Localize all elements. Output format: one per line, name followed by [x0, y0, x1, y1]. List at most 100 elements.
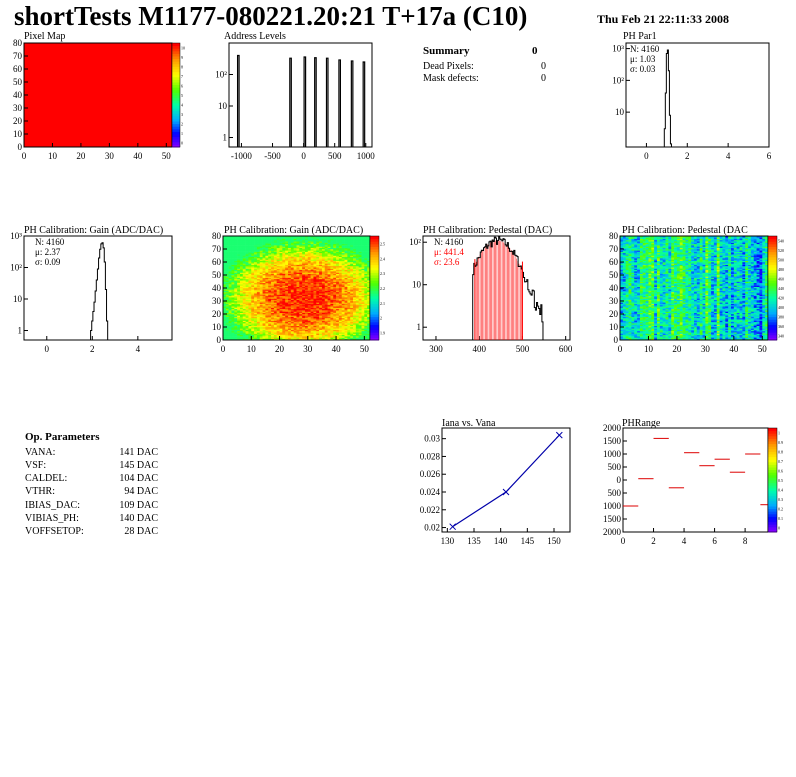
- gain-hist-xtick-label: 2: [90, 344, 95, 354]
- ph-par1-ytick-label: 10: [615, 107, 625, 117]
- ph-par1-histogram: [664, 50, 671, 147]
- op-param-value-vana: 141 DAC: [119, 447, 158, 458]
- gain-hist-stat-1: μ: 2.37: [35, 247, 61, 257]
- pixel-map-ytick-label: 50: [13, 77, 23, 87]
- pixel-map-xtick-label: 40: [133, 151, 143, 161]
- pixel-map-colorbar-label: 1: [181, 131, 183, 136]
- pedestal-hist-ytick-label: 10: [412, 280, 422, 290]
- pedestal-hist-ytick-label: 10²: [409, 237, 421, 247]
- address-level-peak: [363, 62, 364, 147]
- address-levels-ytick-label: 10²: [215, 70, 227, 80]
- gain-hist-stat-0: N: 4160: [35, 237, 65, 247]
- pixel-map-xtick-label: 0: [22, 151, 27, 161]
- gain-map-xtick-label: 50: [360, 344, 370, 354]
- pedestal-hist-ytick-label: 1: [417, 322, 422, 332]
- gain-map-colorbar-label: 2.4: [380, 256, 385, 261]
- summary-block: Summary 0 Dead Pixels: 0 Mask defects: 0: [423, 45, 546, 84]
- address-levels-xtick-label: -1000: [231, 151, 252, 161]
- summary-total: 0: [532, 45, 538, 57]
- gain-map-colorbar-cell: [370, 236, 379, 239]
- gain-map-xtick-label: 0: [221, 344, 226, 354]
- gain-map-colorbar-label: 2: [380, 316, 382, 321]
- address-levels-xtick-label: 0: [301, 151, 306, 161]
- pixel-map-colorbar-label: 2: [181, 121, 183, 126]
- gain-map-xtick-label: 20: [275, 344, 285, 354]
- pixel-map-xtick-label: 50: [162, 151, 172, 161]
- op-param-value-vthr: 94 DAC: [124, 486, 158, 497]
- gain-hist-xtick-label: 4: [136, 344, 141, 354]
- op-param-value-vibias-ph: 140 DAC: [119, 513, 158, 524]
- gain-map-title: PH Calibration: Gain (ADC/DAC): [224, 225, 363, 236]
- gain-map-ytick-label: 0: [217, 335, 222, 345]
- pedestal-hist-xtick-label: 500: [516, 344, 530, 354]
- gain-map-colorbar-label: 2.3: [380, 271, 385, 276]
- pedestal-hist-title: PH Calibration: Pedestal (DAC): [423, 225, 552, 236]
- op-param-value-caldel: 104 DAC: [119, 473, 158, 484]
- summary-dead-pixels-value: 0: [541, 61, 546, 72]
- ph-par1-stat-1: μ: 1.03: [630, 54, 656, 64]
- ph-par1-ytick-label: 10³: [612, 44, 624, 54]
- ph-par1-xtick-label: 4: [726, 151, 731, 161]
- summary-mask-defects-label: Mask defects:: [423, 73, 479, 84]
- op-param-label-vsf: VSF:: [25, 460, 46, 471]
- pixel-map-xtick-label: 20: [76, 151, 86, 161]
- pixel-map-title: Pixel Map: [24, 31, 65, 42]
- op-parameters-title: Op. Parameters: [25, 431, 100, 443]
- page-date: Thu Feb 21 22:11:33 2008: [597, 12, 729, 26]
- address-level-peak: [290, 58, 291, 147]
- ph-par1-stat-2: σ: 0.03: [630, 64, 656, 74]
- pedestal-hist-stat-0: N: 4160: [434, 237, 464, 247]
- pixel-map-ytick-label: 30: [13, 103, 23, 113]
- pedestal-hist-stat-2: σ: 23.6: [434, 257, 460, 267]
- pixel-map-colorbar-cell: [172, 43, 180, 46]
- pixel-map-colorbar-label: 10: [181, 46, 185, 51]
- ph-par1-title: PH Par1: [623, 31, 657, 42]
- op-param-label-ibias-dac: IBIAS_DAC:: [25, 500, 80, 511]
- address-level-peak: [315, 58, 316, 147]
- ph-par1-xtick-label: 6: [767, 151, 772, 161]
- address-levels-frame: [229, 43, 372, 147]
- gain-map-xtick-label: 40: [332, 344, 342, 354]
- gain-hist-xtick-label: 0: [45, 344, 50, 354]
- op-param-label-vana: VANA:: [25, 447, 55, 458]
- pixel-map-ytick-label: 20: [13, 116, 23, 126]
- address-level-peak: [238, 56, 239, 147]
- address-levels-ytick-label: 1: [223, 133, 228, 143]
- op-param-label-vibias-ph: VIBIAS_PH:: [25, 513, 79, 524]
- gain-map-xtick-label: 30: [303, 344, 313, 354]
- pixel-map-ytick-label: 0: [18, 142, 23, 152]
- address-level-peak: [326, 58, 327, 147]
- ph-par1-ytick-label: 10²: [612, 75, 624, 85]
- gain-map-xtick-label: 10: [247, 344, 257, 354]
- pixel-map-colorbar-label: 7: [181, 74, 183, 79]
- page-title: shortTests M1177-080221.20:21 T+17a (C10…: [14, 1, 527, 31]
- gain-map-ytick-label: 60: [212, 257, 222, 267]
- address-levels-title: Address Levels: [224, 31, 286, 42]
- address-levels-xtick-label: -500: [264, 151, 281, 161]
- pixel-map-colorbar-label: 9: [181, 55, 183, 60]
- pedestal-hist-xtick-label: 300: [429, 344, 443, 354]
- pedestal-hist-xtick-label: 400: [472, 344, 486, 354]
- pixel-map-colorbar-label: 5: [181, 93, 183, 98]
- address-levels-ytick-label: 10: [218, 101, 228, 111]
- gain-hist-ytick-label: 10³: [10, 231, 22, 241]
- pixel-map-ytick-label: 10: [13, 129, 23, 139]
- ph-par1-xtick-label: 2: [685, 151, 690, 161]
- address-levels-xtick-label: 1000: [357, 151, 376, 161]
- gain-map-colorbar-label: 1.9: [380, 331, 385, 336]
- summary-mask-defects-value: 0: [541, 73, 546, 84]
- pedestal-histogram: [473, 237, 543, 340]
- op-param-label-vthr: VTHR:: [25, 486, 55, 497]
- gain-map-ytick-label: 10: [212, 322, 222, 332]
- pixel-map-colorbar-label: 4: [181, 102, 183, 107]
- op-param-label-voffsetop: VOFFSETOP:: [25, 526, 84, 537]
- pixel-map-ytick-label: 80: [13, 38, 23, 48]
- gain-map-colorbar-label: 2.1: [380, 301, 385, 306]
